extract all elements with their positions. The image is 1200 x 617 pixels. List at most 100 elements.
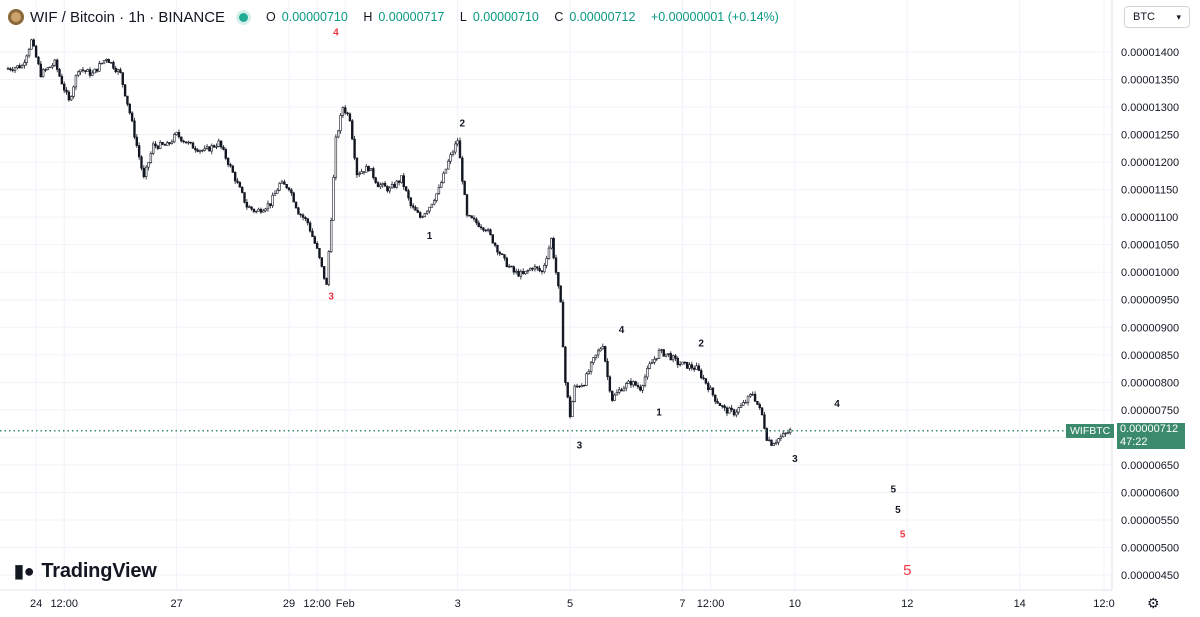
candle-body bbox=[67, 91, 71, 101]
candle-body bbox=[533, 266, 537, 270]
candle bbox=[271, 192, 274, 209]
candle bbox=[784, 432, 787, 437]
symbol-title[interactable]: WIF / Bitcoin · 1h · BINANCE bbox=[30, 8, 226, 26]
candle-body bbox=[294, 201, 298, 209]
candle bbox=[781, 430, 785, 438]
candle-body bbox=[402, 175, 405, 188]
candle bbox=[543, 262, 546, 274]
candle bbox=[767, 436, 771, 442]
candle bbox=[135, 134, 139, 148]
candle bbox=[765, 427, 768, 442]
candle bbox=[564, 346, 567, 386]
candle-body bbox=[88, 69, 92, 76]
candle-body bbox=[203, 148, 206, 151]
candle bbox=[308, 220, 312, 233]
candle-body bbox=[25, 55, 28, 63]
candle bbox=[505, 256, 509, 268]
price-tick-label: 0.00000500 bbox=[1121, 542, 1179, 554]
candle bbox=[613, 393, 616, 402]
currency-select[interactable]: BTC ▾ bbox=[1124, 6, 1190, 28]
candle bbox=[758, 402, 761, 411]
candle bbox=[557, 272, 560, 289]
candle-body bbox=[618, 389, 621, 393]
candle-body bbox=[334, 136, 338, 178]
candle-body bbox=[613, 394, 616, 401]
candle bbox=[547, 245, 551, 260]
candle bbox=[728, 406, 731, 414]
candle bbox=[536, 266, 539, 272]
candle-body bbox=[58, 69, 61, 77]
candle-body bbox=[70, 96, 73, 101]
candle-body bbox=[287, 187, 291, 191]
candle bbox=[418, 211, 422, 219]
candle-body bbox=[315, 243, 319, 249]
price-tick-label: 0.00000750 bbox=[1121, 405, 1179, 417]
candle bbox=[407, 188, 410, 201]
candle-body bbox=[697, 365, 701, 371]
candle-body bbox=[585, 373, 588, 386]
candle-body bbox=[224, 149, 227, 159]
candle-body bbox=[329, 220, 333, 252]
candle-body bbox=[374, 177, 377, 183]
candle-body bbox=[147, 162, 150, 168]
candle-body bbox=[685, 361, 689, 369]
candle-body bbox=[116, 69, 120, 73]
candle bbox=[671, 354, 675, 363]
candle-body bbox=[711, 387, 715, 396]
price-tick-label: 0.00001000 bbox=[1121, 267, 1179, 279]
candle bbox=[238, 180, 242, 188]
candle-body bbox=[166, 142, 169, 146]
candle-body bbox=[728, 407, 731, 414]
candle-body bbox=[564, 346, 567, 383]
candle bbox=[421, 215, 424, 219]
candle-body bbox=[716, 401, 719, 404]
candle-body bbox=[479, 226, 483, 229]
candle bbox=[95, 68, 99, 74]
candle-body bbox=[599, 348, 602, 352]
candle-body bbox=[360, 171, 363, 175]
candle bbox=[149, 151, 153, 164]
candle bbox=[716, 398, 719, 404]
candle bbox=[639, 384, 642, 392]
time-tick-label: 12 bbox=[901, 598, 913, 610]
candle bbox=[568, 395, 572, 419]
candle-body bbox=[636, 385, 640, 388]
tradingview-logo[interactable]: ▮● TradingView bbox=[14, 560, 157, 583]
candle bbox=[662, 348, 665, 357]
candle-body bbox=[264, 208, 267, 212]
candle-body bbox=[48, 66, 52, 69]
candle-body bbox=[159, 142, 162, 149]
live-dot-icon bbox=[239, 12, 249, 22]
elliott-wave-labels: 4 3 1 2 3 4 1 2 3 4 5 5 5 5 bbox=[328, 27, 911, 579]
candle-body bbox=[84, 70, 87, 72]
candle bbox=[425, 210, 429, 215]
candle-body bbox=[27, 48, 31, 57]
candle bbox=[643, 374, 647, 388]
candle bbox=[634, 380, 637, 387]
tradingview-mark-icon: ▮● bbox=[14, 561, 35, 581]
candle-body bbox=[596, 350, 600, 356]
candle bbox=[685, 361, 689, 369]
candle bbox=[236, 177, 239, 184]
candle-body bbox=[648, 363, 651, 369]
candle bbox=[660, 348, 663, 354]
candle bbox=[678, 361, 682, 367]
candle-body bbox=[318, 248, 321, 258]
price-axis[interactable]: 0.00001400 0.00001350 0.00001300 0.00001250… bbox=[1111, 0, 1179, 590]
change-value: +0.00000001 (+0.14%) bbox=[650, 10, 779, 24]
candle bbox=[772, 442, 775, 446]
candle-body bbox=[489, 229, 492, 235]
candle-body bbox=[421, 216, 424, 218]
candle-body bbox=[306, 218, 309, 224]
candle-body bbox=[524, 270, 527, 275]
candle bbox=[255, 210, 258, 214]
wave-label: 5 bbox=[890, 484, 896, 495]
candle-body bbox=[662, 349, 665, 357]
gear-icon[interactable]: ⚙ bbox=[1147, 595, 1160, 611]
candle bbox=[486, 227, 490, 233]
candle bbox=[721, 404, 724, 409]
candle-body bbox=[454, 143, 457, 153]
time-axis[interactable]: 24 12:00 27 29 12:00 Feb 3 5 7 12:00 10 12 14 12:0 bbox=[0, 589, 1115, 610]
candle-body bbox=[493, 242, 497, 246]
